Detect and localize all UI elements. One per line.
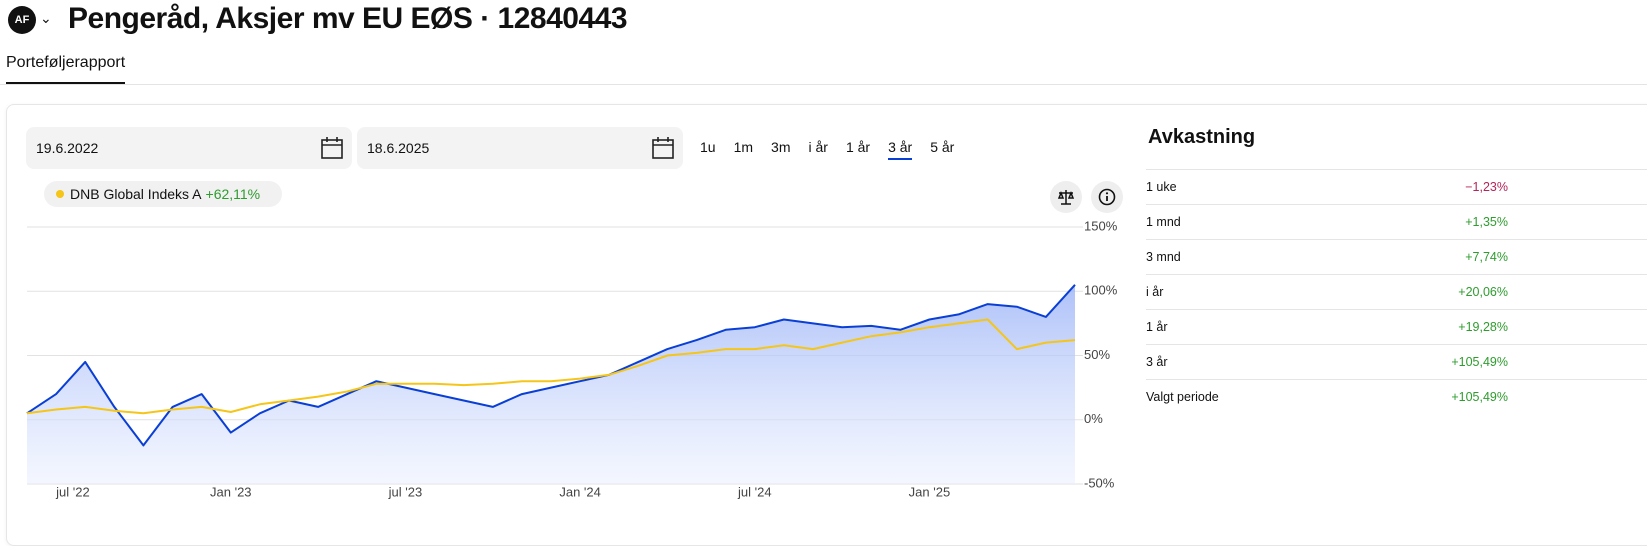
y-tick-label: -50%: [1084, 475, 1115, 490]
returns-row: 1 år +19,28%: [1146, 309, 1647, 344]
avatar[interactable]: AF: [8, 6, 36, 34]
return-value: +20,06%: [1458, 285, 1508, 299]
y-tick-label: 150%: [1084, 218, 1118, 233]
y-tick-label: 0%: [1084, 411, 1103, 426]
range-button[interactable]: 1m: [733, 139, 754, 155]
range-button[interactable]: 1 år: [845, 139, 871, 155]
x-tick-label: Jan '25: [909, 484, 951, 499]
period-label: 3 mnd: [1146, 250, 1181, 264]
legend-label: DNB Global Indeks A: [70, 186, 202, 202]
returns-row: 1 uke −1,23%: [1146, 169, 1647, 204]
period-label: i år: [1146, 285, 1164, 299]
legend-dot: [56, 190, 64, 198]
y-tick-label: 100%: [1084, 283, 1118, 298]
date-text: 18.6.2025: [367, 140, 430, 156]
chart: 150% 100% 50% 0% -50% jul '22 Jan '23 jul '23 Ja…: [26, 218, 1118, 499]
scale-icon: [1057, 190, 1075, 205]
date-from[interactable]: 19.6.2022: [26, 127, 352, 169]
return-value: −1,23%: [1465, 180, 1508, 194]
range-button[interactable]: i år: [808, 139, 828, 155]
returns-row: 3 år +105,49%: [1146, 344, 1647, 379]
period-label: 1 uke: [1146, 180, 1177, 194]
period-label: 1 år: [1146, 320, 1168, 334]
range-button[interactable]: 3 år: [888, 139, 913, 160]
x-tick-label: Jan '23: [210, 484, 252, 499]
y-tick-label: 50%: [1084, 347, 1110, 362]
return-value: +105,49%: [1451, 390, 1508, 404]
calendar-icon: [321, 137, 343, 159]
x-tick-label: jul '22: [55, 484, 90, 499]
returns-title: Avkastning: [1148, 126, 1256, 148]
returns-row: Valgt periode +105,49%: [1146, 379, 1647, 414]
period-label: Valgt periode: [1146, 390, 1219, 404]
line: [26, 318, 1076, 415]
period-label: 1 mnd: [1146, 215, 1181, 229]
return-value: +105,49%: [1451, 355, 1508, 369]
range-button[interactable]: 3m: [771, 139, 791, 155]
period-label: 3 år: [1146, 355, 1168, 369]
legend: DNB Global Indeks A +62,11%: [44, 181, 283, 207]
date-to[interactable]: 18.6.2025: [357, 127, 683, 169]
info-button[interactable]: [1091, 181, 1123, 213]
chevron[interactable]: ⌄: [40, 10, 52, 26]
x-tick-label: jul '23: [388, 484, 423, 499]
calendar-icon: [652, 137, 674, 159]
divider: [0, 84, 1647, 85]
return-value: +1,35%: [1465, 215, 1508, 229]
info-icon: [1098, 188, 1116, 206]
x-tick-label: Jan '24: [559, 484, 601, 499]
area: [27, 284, 1075, 484]
returns-row: i år +20,06%: [1146, 274, 1647, 309]
x-tick-label: jul '24: [737, 484, 772, 499]
range-buttons: 1u 1m 3m i år 1 år 3 år 5 år: [700, 139, 954, 160]
line: [26, 284, 1076, 447]
range-button[interactable]: 1u: [700, 139, 716, 155]
date-text: 19.6.2022: [36, 140, 99, 156]
returns-row: 3 mnd +7,74%: [1146, 239, 1647, 274]
legend-change: +62,11%: [205, 186, 261, 202]
returns-row: 1 mnd +1,35%: [1146, 204, 1647, 239]
compare-button[interactable]: [1050, 181, 1082, 213]
page-title: Pengeråd, Aksjer mv EU EØS · 12840443: [68, 2, 628, 35]
return-value: +7,74%: [1465, 250, 1508, 264]
returns-table: 1 uke −1,23% 1 mnd +1,35% 3 mnd +7,74% i år +20…: [1146, 169, 1647, 414]
range-button[interactable]: 5 år: [930, 139, 955, 155]
return-value: +19,28%: [1458, 320, 1508, 334]
tab[interactable]: Porteføljerapport: [6, 54, 126, 84]
